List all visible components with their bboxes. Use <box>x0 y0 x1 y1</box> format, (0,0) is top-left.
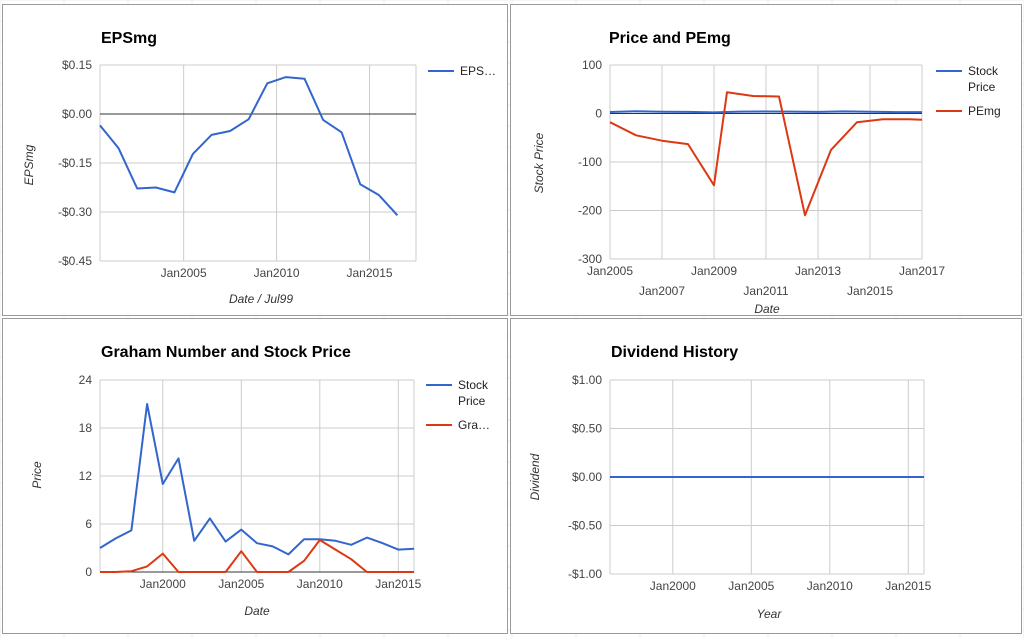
x-tick-label: Jan2000 <box>650 579 696 593</box>
y-tick-label: 24 <box>79 373 93 387</box>
y-axis-label: Dividend <box>528 453 542 500</box>
y-tick-label: 18 <box>79 421 93 435</box>
x-tick-label: Jan2013 <box>795 264 841 278</box>
y-tick-label: -$0.30 <box>58 205 92 219</box>
chart-title: Graham Number and Stock Price <box>101 344 351 361</box>
x-tick-label: Jan2010 <box>807 579 853 593</box>
chart-title: Price and PEmg <box>609 30 731 47</box>
eps-chart-panel[interactable]: EPSmg $0.15 $0.00 -$0.15 -$0.30 -$0.45 Jan200… <box>2 4 508 316</box>
y-tick-label: $0.50 <box>572 422 602 436</box>
x-axis-label: Date <box>244 604 270 618</box>
x-axis-label: Date / Jul99 <box>229 292 293 306</box>
y-tick-label: 100 <box>582 58 602 72</box>
series-line-1[interactable] <box>609 110 922 114</box>
x-tick-label: Jan2005 <box>161 266 207 280</box>
x-tick-label: Jan2000 <box>140 577 186 591</box>
y-tick-label: $0.00 <box>572 470 602 484</box>
chart-title: Dividend History <box>611 344 738 361</box>
chart-title: EPSmg <box>101 30 157 47</box>
y-tick-label: $0.15 <box>62 58 92 72</box>
series-line-2[interactable] <box>100 539 414 573</box>
y-tick-label: -200 <box>578 204 602 218</box>
x-tick-label: Jan2005 <box>587 264 633 278</box>
y-tick-label: 0 <box>85 565 92 579</box>
x-tick-label: Jan2005 <box>728 579 774 593</box>
legend-label: Gra… <box>458 418 490 432</box>
y-tick-label: $0.00 <box>62 107 92 121</box>
series-line-2[interactable] <box>609 91 923 217</box>
y-axis-label: Price <box>30 461 44 489</box>
graham-chart-panel[interactable]: Graham Number and Stock Price 24 18 12 6 0 Ja… <box>2 318 508 634</box>
y-axis-label: EPSmg <box>22 144 36 185</box>
y-tick-label: 0 <box>595 107 602 121</box>
y-tick-label: -300 <box>578 252 602 266</box>
eps-chart: EPSmg $0.15 $0.00 -$0.15 -$0.30 -$0.45 Jan200… <box>22 30 496 306</box>
y-tick-label: -$1.00 <box>568 567 602 581</box>
legend-label: Stock Price <box>458 378 489 408</box>
y-tick-label: -100 <box>578 155 602 169</box>
price-pe-chart-panel[interactable]: Price and PEmg 100 0 -100 -200 -300 Jan2005 Ja… <box>510 4 1022 316</box>
x-tick-label: Jan2015 <box>347 266 393 280</box>
series-line-1[interactable] <box>99 76 399 216</box>
y-tick-label: 6 <box>85 517 92 531</box>
x-tick-label: Jan2009 <box>691 264 737 278</box>
dividend-chart: Dividend History $1.00 $0.50 $0.00 -$0.50 -$… <box>528 344 932 621</box>
legend-label: PEmg <box>968 104 1001 118</box>
y-tick-label: -$0.50 <box>568 519 602 533</box>
y-tick-label: $1.00 <box>572 373 602 387</box>
legend-label: EPS… <box>460 64 496 78</box>
x-tick-label: Jan2017 <box>899 264 945 278</box>
y-tick-label: -$0.45 <box>58 254 92 268</box>
y-tick-label: 12 <box>79 469 93 483</box>
graham-chart: Graham Number and Stock Price 24 18 12 6 0 Ja… <box>30 344 490 618</box>
x-tick-label: Jan2007 <box>639 284 685 298</box>
x-tick-label: Jan2010 <box>254 266 300 280</box>
x-tick-label: Jan2010 <box>297 577 343 591</box>
dividend-chart-panel[interactable]: Dividend History $1.00 $0.50 $0.00 -$0.50 -$… <box>510 318 1022 634</box>
x-axis-label: Year <box>757 607 783 621</box>
y-tick-label: -$0.15 <box>58 156 92 170</box>
legend-label: Stock Price <box>968 64 999 94</box>
x-axis-label: Date <box>754 302 780 316</box>
x-tick-label: Jan2015 <box>375 577 421 591</box>
x-tick-label: Jan2015 <box>847 284 893 298</box>
x-tick-label: Jan2011 <box>743 284 788 298</box>
y-axis-label: Stock Price <box>532 132 546 193</box>
x-tick-label: Jan2005 <box>218 577 264 591</box>
series-line-1[interactable] <box>99 403 415 556</box>
x-tick-label: Jan2015 <box>885 579 931 593</box>
